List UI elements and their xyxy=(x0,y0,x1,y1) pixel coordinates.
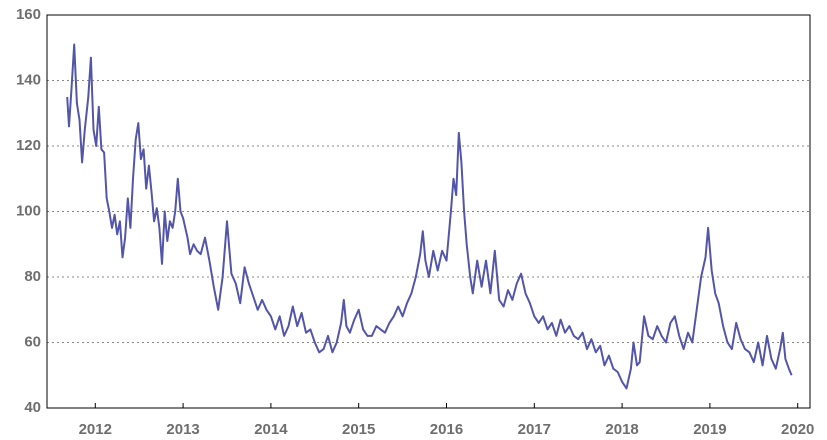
x-tick-label: 2018 xyxy=(605,421,638,438)
x-tick-label: 2012 xyxy=(79,421,112,438)
y-tick-label: 80 xyxy=(24,268,41,285)
plot-frame xyxy=(46,14,811,409)
y-tick-label: 160 xyxy=(16,6,41,23)
x-tick-label: 2017 xyxy=(518,421,551,438)
y-tick-label: 140 xyxy=(16,71,41,88)
x-tick-label: 2020 xyxy=(781,421,814,438)
y-tick-label: 100 xyxy=(16,202,41,219)
y-tick-label: 120 xyxy=(16,137,41,154)
x-tick-label: 2015 xyxy=(342,421,375,438)
x-tick-label: 2016 xyxy=(430,421,463,438)
y-tick-label: 60 xyxy=(24,333,41,350)
line xyxy=(66,43,793,390)
x-tick-label: 2014 xyxy=(254,421,288,438)
x-tick-label: 2013 xyxy=(166,421,199,438)
x-tick-label: 2019 xyxy=(693,421,726,438)
y-tick-label: 40 xyxy=(24,399,41,416)
